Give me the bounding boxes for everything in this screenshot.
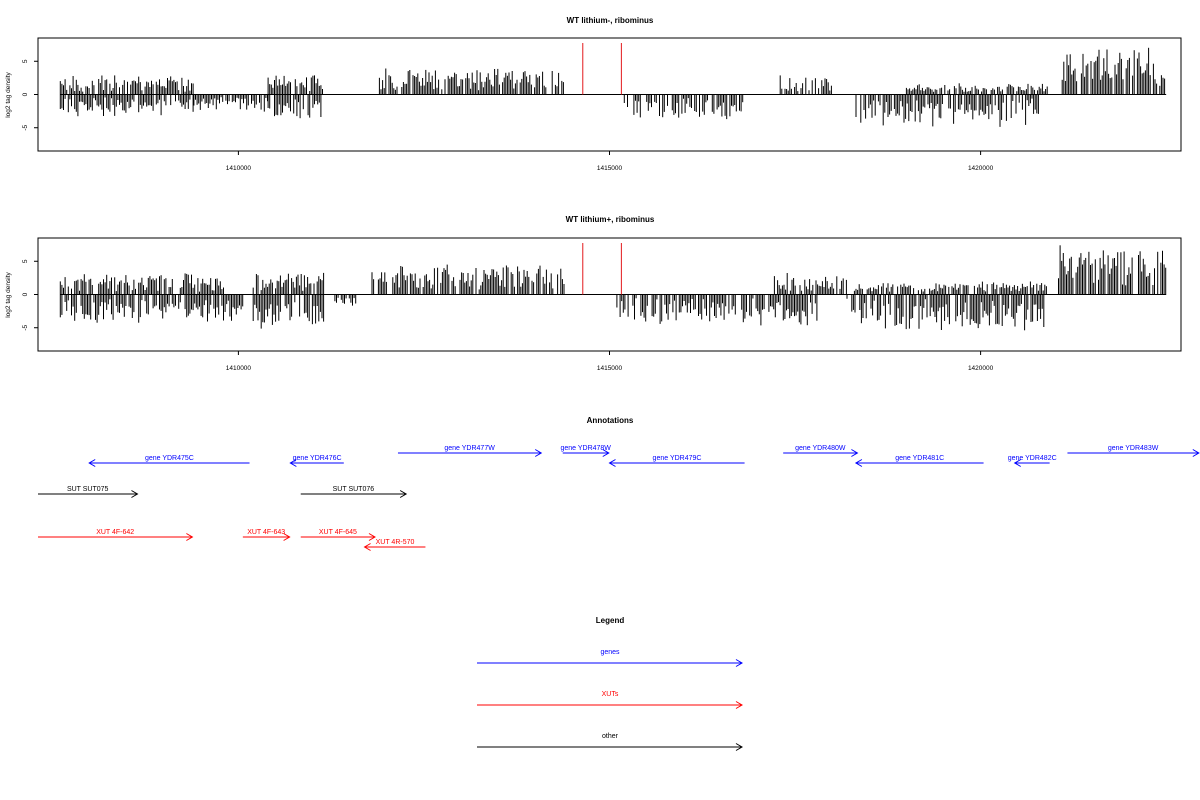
arrow-head (608, 459, 616, 467)
legend-item-genes: genes (477, 649, 743, 667)
arrow-head (854, 459, 863, 467)
feature-gene-ydr482c: gene YDR482C (1008, 455, 1057, 467)
x-axis: 1410000 1415000 1420000 (226, 150, 994, 172)
arrow-head (283, 533, 291, 541)
annotations-track: Annotations gene YDR475C gene YDR476Cgene… (38, 416, 1200, 551)
legend-label: XUTs (602, 691, 619, 698)
y-axis-label: log2 tag density (5, 271, 12, 317)
arrow-head (131, 490, 139, 498)
y-tick-label: 0 (22, 292, 29, 296)
feature-label: gene YDR483W (1108, 445, 1159, 452)
y-tick-label: -5 (22, 324, 29, 330)
arrow-head (735, 701, 743, 709)
feature-label: gene YDR480W (795, 445, 846, 452)
density-panel-lithium-plus: WT lithium+, ribominus log2 tag density … (5, 215, 1182, 372)
legend-title: Legend (596, 616, 625, 625)
density-panel-lithium-minus: WT lithium-, ribominus log2 tag density … (5, 16, 1182, 172)
feature-label: SUT SUT075 (67, 486, 109, 493)
legend-label: genes (600, 649, 620, 656)
feature-gene-ydr475c: gene YDR475C (88, 455, 250, 467)
legend: Legend genes XUTs other (477, 616, 743, 751)
feature-xut-4r-570: XUT 4R-570 (363, 539, 426, 551)
x-tick-label: 1420000 (968, 365, 994, 372)
x-tick-label: 1410000 (226, 365, 252, 372)
annotations-title: Annotations (587, 416, 634, 425)
arrow-head (735, 659, 743, 667)
marker-lines (582, 43, 622, 95)
arrow-head (186, 533, 194, 541)
arrow-head (851, 449, 859, 457)
arrow-head (399, 490, 408, 498)
feature-gene-ydr479c: gene YDR479C (608, 455, 745, 467)
panel-title: WT lithium-, ribominus (567, 16, 654, 25)
bar-series (59, 245, 1167, 331)
arrow-head (534, 449, 543, 457)
marker-lines (582, 243, 622, 295)
feature-xut-4f-642: XUT 4F-642 (38, 529, 194, 541)
x-axis: 1410000 1415000 1420000 (226, 350, 994, 372)
feature-label: gene YDR478W (560, 445, 611, 452)
feature-sut-sut075: SUT SUT075 (38, 486, 139, 498)
y-axis-label: log2 tag density (5, 71, 12, 117)
y-tick-label: 5 (22, 59, 29, 63)
x-tick-label: 1420000 (968, 165, 994, 172)
bar-series (59, 47, 1167, 127)
feature-gene-ydr478w: gene YDR478W (560, 445, 611, 457)
feature-xut-4f-643: XUT 4F-643 (242, 529, 291, 541)
feature-gene-ydr476c: gene YDR476C (289, 455, 344, 467)
feature-gene-ydr480w: gene YDR480W (783, 445, 859, 457)
y-tick-label: 5 (22, 259, 29, 263)
legend-item-xuts: XUTs (477, 691, 743, 709)
x-tick-label: 1415000 (597, 365, 623, 372)
legend-items: genes XUTs other (477, 649, 743, 751)
feature-label: gene YDR477W (444, 445, 495, 452)
arrow-head (368, 533, 376, 541)
legend-item-other: other (477, 733, 743, 751)
y-tick-label: -5 (22, 124, 29, 130)
feature-sut-sut076: SUT SUT076 (300, 486, 408, 498)
feature-label: XUT 4R-570 (376, 539, 415, 546)
y-axis: -5 0 5 (22, 59, 39, 131)
x-tick-label: 1410000 (226, 165, 252, 172)
feature-xut-4f-645: XUT 4F-645 (300, 529, 376, 541)
feature-label: XUT 4F-643 (247, 529, 285, 536)
arrow-head (289, 459, 297, 467)
panel-title: WT lithium+, ribominus (566, 215, 655, 224)
feature-gene-ydr481c: gene YDR481C (854, 455, 984, 467)
feature-label: gene YDR481C (895, 455, 944, 462)
arrow-head (88, 459, 96, 467)
annotation-features: gene YDR475C gene YDR476C gene YDR477W gene… (38, 445, 1200, 551)
y-axis: -5 0 5 (22, 259, 39, 331)
feature-label: gene YDR475C (145, 455, 194, 462)
feature-gene-ydr477w: gene YDR477W (397, 445, 543, 457)
x-tick-label: 1415000 (597, 165, 623, 172)
arrow-head (363, 543, 371, 551)
y-tick-label: 0 (22, 92, 29, 96)
feature-label: XUT 4F-642 (96, 529, 134, 536)
legend-label: other (602, 733, 619, 740)
feature-gene-ydr483w: gene YDR483W (1067, 445, 1200, 457)
arrow-head (1192, 449, 1200, 457)
feature-label: gene YDR479C (653, 455, 702, 462)
arrow-head (602, 449, 610, 457)
feature-label: gene YDR482C (1008, 455, 1057, 462)
feature-label: SUT SUT076 (333, 486, 375, 493)
arrow-head (1013, 459, 1021, 467)
feature-label: gene YDR476C (293, 455, 342, 462)
feature-label: XUT 4F-645 (319, 529, 357, 536)
arrow-head (735, 743, 743, 751)
